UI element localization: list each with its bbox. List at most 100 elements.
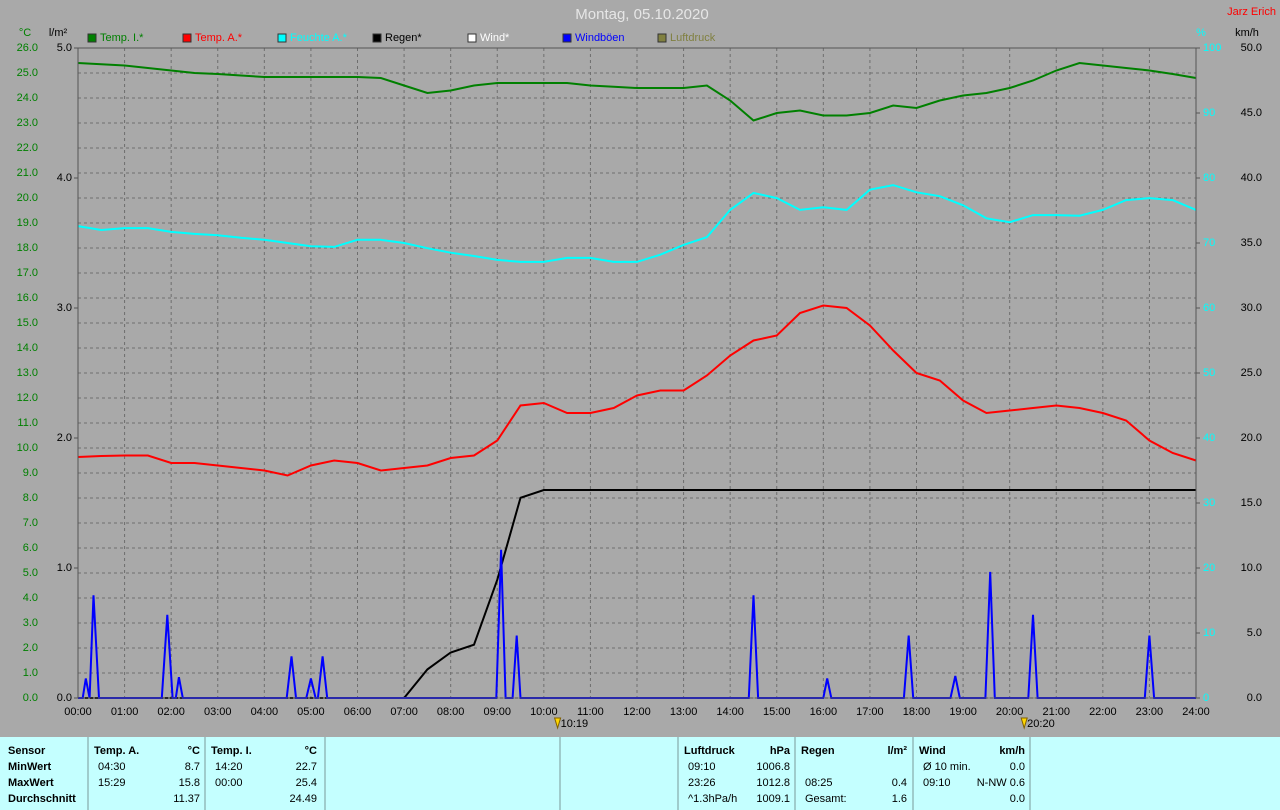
cell-label: 00:00 (215, 777, 243, 789)
y-tick-label: 19.0 (17, 217, 38, 229)
y-tick-label: 7.0 (23, 517, 38, 529)
y4-tick-label: 50.0 (1241, 42, 1262, 54)
author: Jarz Erich (1227, 6, 1276, 18)
y4-tick-label: 5.0 (1247, 627, 1262, 639)
group-unit: km/h (999, 745, 1025, 757)
cell-value: 15.8 (179, 777, 200, 789)
series-line (77, 61, 1197, 122)
y3-tick-label: 50 (1203, 367, 1215, 379)
y-tick-label: 23.0 (17, 117, 38, 129)
y-tick-label: 17.0 (17, 267, 38, 279)
y-tick-label: 6.0 (23, 542, 38, 554)
group-title: Wind (919, 745, 946, 757)
y-tick-label: 22.0 (17, 142, 38, 154)
y-axis-unit: °C (19, 27, 31, 39)
cell-value: 1.6 (892, 793, 907, 805)
y-tick-label: 1.0 (23, 667, 38, 679)
group-unit: °C (305, 745, 317, 757)
sun-icon (553, 717, 562, 730)
group-unit: hPa (770, 745, 791, 757)
x-tick-label: 05:00 (297, 706, 325, 718)
y2-tick-label: 5.0 (57, 42, 72, 54)
cell-label: 08:25 (805, 777, 833, 789)
x-tick-label: 13:00 (670, 706, 698, 718)
x-tick-label: 16:00 (810, 706, 838, 718)
cell-value: 11.37 (173, 793, 200, 805)
x-tick-label: 09:00 (483, 706, 511, 718)
x-tick-label: 18:00 (903, 706, 931, 718)
group-unit: °C (188, 745, 200, 757)
y3-tick-label: 70 (1203, 237, 1215, 249)
y4-tick-label: 10.0 (1241, 562, 1262, 574)
x-tick-label: 06:00 (344, 706, 372, 718)
stats-table: Sensor MinWert MaxWert Durchschnitt Temp. A.… (0, 737, 1280, 810)
cell-value: N-NW 0.6 (977, 777, 1025, 789)
cell-value: 25.4 (296, 777, 317, 789)
legend-swatch (372, 33, 382, 43)
row-label: Durchschnitt (8, 793, 76, 805)
y3-tick-label: 40 (1203, 432, 1215, 444)
y3-tick-label: 20 (1203, 562, 1215, 574)
y3-axis-unit: % (1196, 27, 1206, 39)
legend-label: Temp. A.* (195, 32, 243, 44)
x-tick-label: 10:00 (530, 706, 558, 718)
x-tick-label: 08:00 (437, 706, 465, 718)
x-tick-label: 23:00 (1136, 706, 1164, 718)
legend-label: Wind* (480, 32, 510, 44)
legend-swatch (182, 33, 192, 43)
legend-label: Luftdruck (670, 32, 716, 44)
y-tick-label: 16.0 (17, 292, 38, 304)
x-tick-label: 07:00 (390, 706, 418, 718)
x-tick-label: 21:00 (1042, 706, 1070, 718)
legend-swatch (467, 33, 477, 43)
y-tick-label: 14.0 (17, 342, 38, 354)
table-separators (87, 737, 1031, 810)
y-tick-label: 18.0 (17, 242, 38, 254)
y4-tick-label: 35.0 (1241, 237, 1262, 249)
y-tick-label: 8.0 (23, 492, 38, 504)
y2-tick-label: 0.0 (57, 692, 72, 704)
y-tick-label: 12.0 (17, 392, 38, 404)
group-title: Luftdruck (684, 745, 736, 757)
group-title: Temp. A. (94, 745, 139, 757)
y2-axis-unit: l/m² (49, 27, 68, 39)
group-title: Temp. I. (211, 745, 252, 757)
legend-swatch (277, 33, 287, 43)
y-tick-label: 5.0 (23, 567, 38, 579)
y2-tick-label: 2.0 (57, 432, 72, 444)
y4-tick-label: 0.0 (1247, 692, 1262, 704)
y3-tick-label: 0 (1203, 692, 1209, 704)
y-tick-label: 25.0 (17, 67, 38, 79)
cell-label: ^1.3hPa/h (688, 793, 737, 805)
y-tick-label: 13.0 (17, 367, 38, 379)
legend-label: Feuchte A.* (290, 32, 348, 44)
x-tick-label: 22:00 (1089, 706, 1117, 718)
background (0, 0, 1280, 736)
cell-label: Ø 10 min. (923, 761, 971, 773)
series-line (77, 304, 1197, 477)
series-line (77, 184, 1197, 263)
cell-label: 15:29 (98, 777, 126, 789)
y-tick-label: 20.0 (17, 192, 38, 204)
y3-tick-label: 90 (1203, 107, 1215, 119)
x-tick-label: 11:00 (577, 706, 604, 718)
y2-tick-label: 3.0 (57, 302, 72, 314)
y4-tick-label: 25.0 (1241, 367, 1262, 379)
table-background (0, 737, 1280, 810)
y-tick-label: 10.0 (17, 442, 38, 454)
cell-value: 0.0 (1010, 793, 1025, 805)
legend-label: Temp. I.* (100, 32, 144, 44)
y3-tick-label: 10 (1203, 627, 1215, 639)
y-tick-label: 11.0 (17, 417, 38, 429)
x-tick-label: 15:00 (763, 706, 791, 718)
cell-value: 24.49 (289, 793, 317, 805)
legend-label: Windböen (575, 32, 625, 44)
y3-tick-label: 30 (1203, 497, 1215, 509)
legend-label: Regen* (385, 32, 422, 44)
y-tick-label: 9.0 (23, 467, 38, 479)
cell-value: 0.0 (1010, 761, 1025, 773)
sun-icon (1020, 717, 1028, 730)
x-tick-label: 03:00 (204, 706, 232, 718)
annotation: 20:20 (1027, 718, 1055, 730)
y-tick-label: 4.0 (23, 592, 38, 604)
